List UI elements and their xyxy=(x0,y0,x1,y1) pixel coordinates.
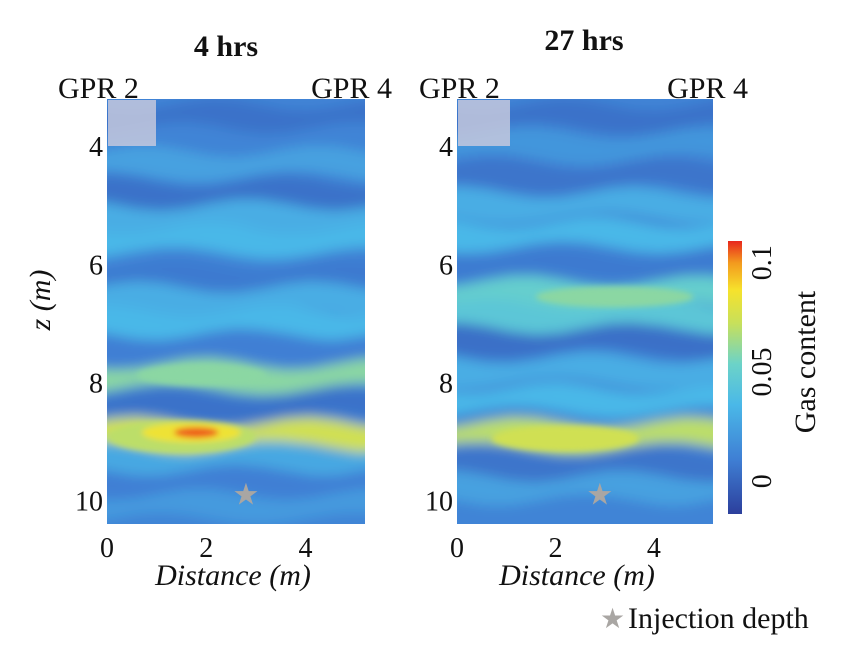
x-tick-label: 4 xyxy=(298,533,312,564)
gas-band xyxy=(107,175,365,212)
y-axis-label: z (m) xyxy=(24,270,57,332)
gas-band xyxy=(457,493,713,524)
injection-star: ★ xyxy=(232,477,259,512)
gas-band xyxy=(107,199,365,236)
legend: ★ Injection depth xyxy=(600,602,809,635)
gas-hotspot xyxy=(491,425,640,452)
gas-hotspot xyxy=(535,286,694,308)
gas-band xyxy=(457,245,713,283)
gas-band xyxy=(457,186,713,224)
gas-band xyxy=(457,299,713,336)
x-tick-label: 4 xyxy=(647,533,661,564)
y-tick-label: 10 xyxy=(75,486,103,517)
x-tick-label: 2 xyxy=(548,533,562,564)
gas-content-map-4hrs xyxy=(107,99,365,524)
gas-band xyxy=(107,222,365,259)
panel-title-27hrs: 27 hrs xyxy=(544,24,623,57)
gas-band xyxy=(457,446,713,484)
x-tick-label: 2 xyxy=(199,533,213,564)
y-tick-label: 6 xyxy=(439,250,453,281)
colorbar-tick-label: 0.1 xyxy=(747,245,778,280)
x-tick-labels: 0 2 4 xyxy=(450,533,661,564)
y-tick-labels: 4 6 8 10 xyxy=(75,132,103,517)
x-axis-label: Distance (m) xyxy=(154,559,311,592)
x-tick-labels: 0 2 4 xyxy=(100,533,312,564)
x-tick-label: 0 xyxy=(450,533,464,564)
gas-band xyxy=(107,328,365,366)
y-tick-label: 4 xyxy=(89,132,103,163)
gas-content-map-27hrs xyxy=(457,99,713,524)
colorbar-tick-label: 0 xyxy=(747,474,778,488)
gas-band xyxy=(107,281,365,318)
colorbar-gradient xyxy=(728,241,742,514)
gas-hotspot xyxy=(136,364,266,386)
gas-band xyxy=(457,127,713,165)
injection-marker: ★ xyxy=(586,477,613,512)
panel-title-4hrs: 4 hrs xyxy=(194,30,258,63)
gas-band xyxy=(107,441,365,478)
gas-band xyxy=(457,381,713,419)
borehole-overlay-box xyxy=(458,100,510,146)
gas-band xyxy=(457,470,713,507)
y-tick-label: 8 xyxy=(89,368,103,399)
gas-band xyxy=(107,488,365,524)
gas-hotspot xyxy=(173,427,219,438)
legend-label: Injection depth xyxy=(628,602,809,635)
gas-band xyxy=(457,216,713,254)
y-tick-label: 8 xyxy=(439,368,453,399)
colorbar-tick-labels: 0 0.05 0.1 xyxy=(747,245,778,488)
y-tick-labels: 4 6 8 10 xyxy=(425,132,453,517)
colorbar-tick-label: 0.05 xyxy=(747,348,778,397)
x-axis-label: Distance (m) xyxy=(498,559,655,592)
colorbar: 0 0.05 0.1 Gas content xyxy=(728,241,822,514)
colorbar-label: Gas content xyxy=(789,290,822,433)
legend-star-icon: ★ xyxy=(600,602,625,635)
gas-band xyxy=(457,99,713,135)
gas-band xyxy=(107,305,365,342)
y-tick-label: 10 xyxy=(425,486,453,517)
x-tick-label: 0 xyxy=(100,533,114,564)
gas-band xyxy=(457,157,713,194)
injection-star: ★ xyxy=(586,477,613,512)
borehole-overlay-box xyxy=(108,100,156,146)
injection-marker: ★ xyxy=(232,477,259,512)
gas-band xyxy=(457,322,713,360)
gas-band xyxy=(457,352,713,389)
gas-band xyxy=(107,387,365,424)
y-tick-label: 6 xyxy=(89,250,103,281)
gas-band xyxy=(107,99,365,135)
y-tick-label: 4 xyxy=(439,132,453,163)
gas-band xyxy=(107,145,365,182)
